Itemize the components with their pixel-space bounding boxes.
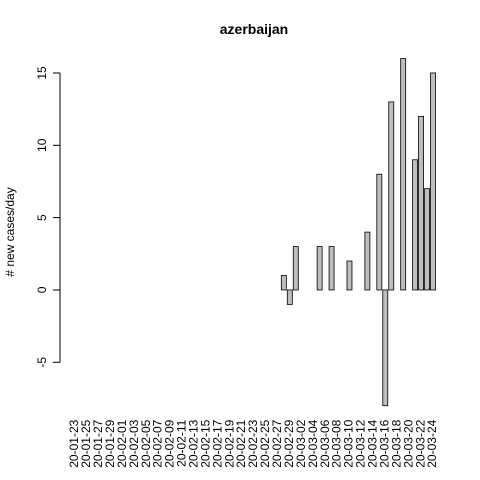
x-tick-label: 20-02-19 — [222, 419, 236, 467]
y-tick-label: -5 — [35, 357, 49, 368]
x-tick-label: 20-03-06 — [318, 419, 332, 467]
bar — [412, 159, 419, 291]
x-tick-label: 20-03-14 — [366, 419, 380, 467]
y-axis-label: # new cases/day — [3, 187, 17, 276]
bar — [286, 289, 293, 305]
x-tick-label: 20-02-27 — [270, 419, 284, 467]
x-tick-label: 20-02-11 — [175, 419, 189, 466]
x-tick-label: 20-02-01 — [115, 419, 129, 467]
x-tick-label: 20-03-04 — [306, 419, 320, 467]
x-tick-label: 20-02-21 — [234, 419, 248, 467]
bar — [328, 246, 335, 291]
bar — [364, 231, 371, 291]
x-tick-label: 20-01-27 — [91, 419, 105, 467]
bar — [424, 188, 430, 291]
x-tick-label: 20-03-12 — [354, 419, 368, 467]
y-tick-label: 5 — [35, 214, 49, 221]
x-tick-label: 20-02-13 — [186, 419, 200, 467]
y-tick-label: 10 — [35, 138, 49, 152]
x-tick-label: 20-01-23 — [67, 419, 81, 467]
x-tick-label: 20-02-15 — [198, 419, 212, 467]
x-tick-label: 20-01-29 — [103, 419, 117, 467]
x-tick-label: 20-02-17 — [210, 419, 224, 467]
x-tick-label: 20-03-02 — [294, 419, 308, 467]
x-tick-label: 20-03-22 — [413, 419, 427, 467]
bar — [430, 72, 436, 291]
x-tick-label: 20-02-23 — [246, 419, 260, 467]
x-tick-label: 20-03-16 — [377, 419, 391, 467]
y-tick-label: 15 — [35, 66, 49, 80]
x-tick-label: 20-03-10 — [342, 419, 356, 467]
chart-title: azerbaijan — [220, 21, 288, 37]
x-tick-label: 20-01-25 — [79, 419, 93, 467]
x-tick-label: 20-02-09 — [163, 419, 177, 467]
x-tick-label: 20-02-29 — [282, 419, 296, 467]
x-tick-label: 20-03-20 — [401, 419, 415, 467]
x-tick-label: 20-03-24 — [425, 419, 439, 467]
bar — [316, 246, 323, 291]
x-tick-label: 20-02-25 — [258, 419, 272, 467]
x-tick-label: 20-03-18 — [389, 419, 403, 467]
bar — [292, 246, 299, 291]
bar — [280, 275, 287, 291]
bar — [418, 115, 424, 291]
x-tick-label: 20-02-05 — [139, 419, 153, 467]
bar — [382, 289, 389, 407]
x-tick-label: 20-03-08 — [330, 419, 344, 467]
bar — [400, 58, 407, 291]
x-tick-label: 20-02-03 — [127, 419, 141, 467]
bar — [388, 101, 395, 291]
x-tick-label: 20-02-07 — [151, 419, 165, 467]
bar — [376, 173, 383, 291]
y-tick-label: 0 — [35, 286, 49, 293]
bar — [346, 260, 353, 291]
